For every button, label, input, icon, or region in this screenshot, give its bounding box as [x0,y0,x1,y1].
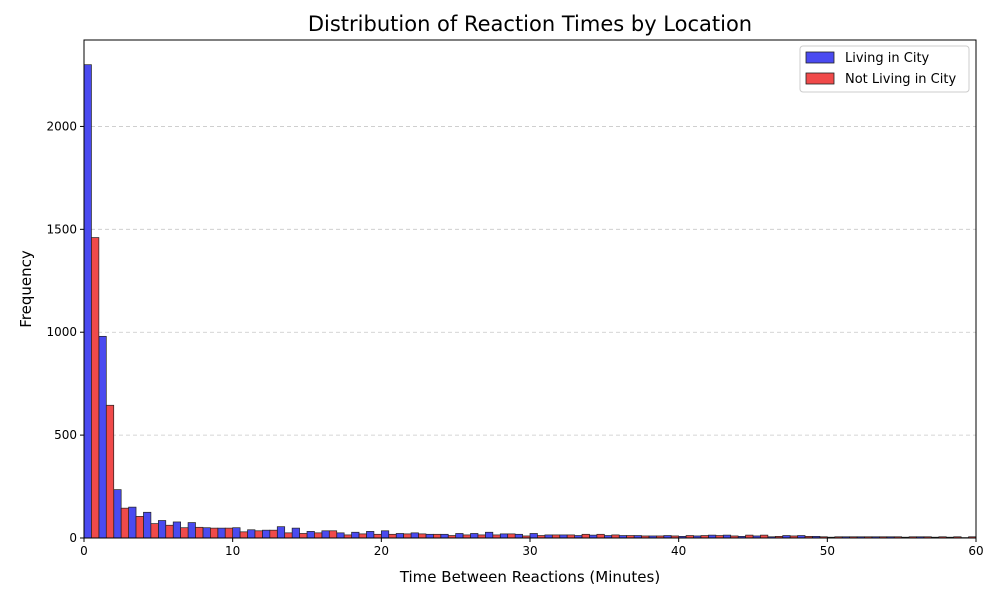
bar-not-living-in-city [358,533,367,539]
bar-living-in-city [499,533,509,539]
legend-label-not-living-in-city: Not Living in City [845,72,956,87]
bar-not-living-in-city [150,523,159,539]
bar-living-in-city [514,533,523,539]
bar-not-living-in-city [373,533,382,539]
bar-living-in-city [202,527,211,539]
bar-not-living-in-city [105,404,115,539]
bar-living-in-city [113,489,122,539]
legend-box [799,45,970,93]
bar-not-living-in-city [210,527,219,539]
axis-ticks: 0 500 1000 1500 2000 0 10 20 30 40 50 60 [46,119,983,558]
bar-not-living-in-city [314,532,323,539]
x-tick-label: 60 [968,544,983,558]
bar-not-living-in-city [224,527,234,539]
bar-not-living-in-city [135,516,144,539]
legend: Living in City Not Living in City [799,45,970,93]
bar-not-living-in-city [195,526,204,539]
bar-living-in-city [321,530,330,539]
bar-living-in-city [470,533,479,539]
bar-living-in-city [232,527,241,539]
x-tick-label: 30 [522,544,537,558]
bars [83,64,977,539]
bar-not-living-in-city [581,533,590,539]
bar-living-in-city [306,531,315,539]
bar-not-living-in-city [403,533,412,539]
bar-living-in-city [143,511,152,539]
bar-not-living-in-city [596,533,605,539]
bar-not-living-in-city [91,237,100,539]
bar-not-living-in-city [299,533,308,539]
x-tick-label: 50 [820,544,835,558]
grid-lines [84,126,976,436]
bar-not-living-in-city [180,527,189,539]
y-axis-label: Frequency [17,250,35,328]
bar-not-living-in-city [269,529,278,539]
bar-not-living-in-city [165,524,174,539]
bar-living-in-city [455,533,464,539]
x-axis-label: Time Between Reactions (Minutes) [399,568,660,586]
bar-living-in-city [291,527,300,539]
bar-living-in-city [187,522,196,539]
bar-living-in-city [395,533,404,539]
chart-title: Distribution of Reaction Times by Locati… [308,12,752,36]
bar-living-in-city [529,533,538,539]
bar-not-living-in-city [433,533,442,539]
x-tick-label: 40 [671,544,686,558]
bar-living-in-city [485,531,494,539]
bar-not-living-in-city [239,531,248,539]
y-tick-label: 500 [54,428,77,442]
bar-not-living-in-city [507,533,516,539]
x-tick-label: 20 [374,544,389,558]
legend-swatch-living-in-city [805,51,835,64]
bar-living-in-city [128,506,137,539]
bar-not-living-in-city [120,507,129,539]
bar-living-in-city [366,531,375,539]
x-tick-label: 0 [80,544,88,558]
y-tick-label: 1000 [46,325,77,339]
bar-living-in-city [410,532,419,539]
bar-living-in-city [83,64,92,539]
y-tick-label: 2000 [46,119,77,133]
legend-swatch-not-living-in-city [805,72,835,85]
bar-not-living-in-city [328,530,338,539]
bar-living-in-city [262,529,271,539]
bar-not-living-in-city [418,533,427,539]
bar-not-living-in-city [284,532,293,539]
bar-not-living-in-city [254,530,263,539]
x-tick-label: 10 [225,544,240,558]
bar-living-in-city [247,529,256,539]
bar-living-in-city [157,520,167,539]
bar-living-in-city [276,526,286,539]
bar-living-in-city [351,531,360,539]
y-tick-label: 1500 [46,222,77,236]
bar-living-in-city [380,530,390,539]
bar-living-in-city [425,533,434,539]
y-tick-label: 0 [69,531,77,545]
legend-label-living-in-city: Living in City [845,51,930,66]
bar-living-in-city [217,527,226,539]
bar-living-in-city [172,521,181,539]
bar-living-in-city [98,335,107,539]
bar-not-living-in-city [388,533,397,539]
bar-living-in-city [440,533,449,539]
bar-living-in-city [336,532,345,539]
